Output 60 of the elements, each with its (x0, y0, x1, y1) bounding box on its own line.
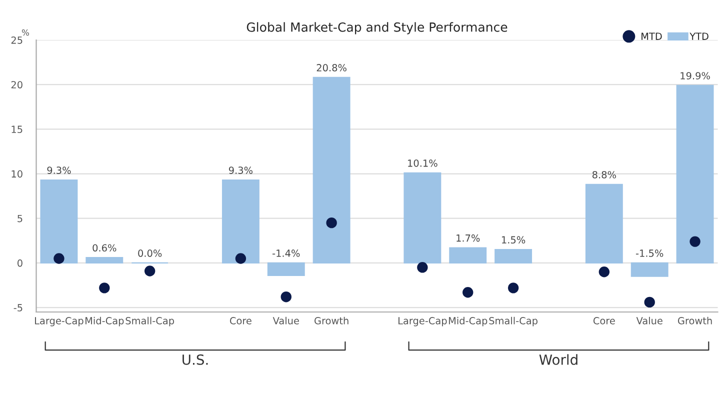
x-tick-label: Small-Cap (126, 316, 174, 326)
bar (449, 247, 487, 264)
point (54, 253, 64, 264)
data-label: 19.9% (680, 72, 710, 80)
data-label: 9.3% (47, 166, 71, 174)
data-label: 1.7% (456, 234, 480, 242)
point (144, 266, 156, 276)
x-tick-label: Core (230, 317, 252, 324)
data-label: -1.4% (272, 250, 300, 257)
y-tick-label: 25 (11, 36, 22, 44)
y-tick-label: -5 (14, 304, 22, 312)
y-tick-label: 0 (18, 259, 22, 267)
legend-label: YTD (690, 32, 708, 40)
data-label: 9.3% (228, 166, 253, 174)
bar (86, 257, 124, 264)
point (508, 282, 519, 294)
x-tick-label: Growth (678, 316, 712, 324)
x-tick-label: Value (272, 316, 299, 324)
bar (267, 262, 305, 276)
bar (222, 179, 260, 264)
x-tick-label: Small-Cap (489, 316, 538, 326)
data-label: 10.1% (408, 159, 438, 167)
text: World (539, 354, 578, 365)
point (690, 236, 700, 247)
bar (40, 179, 78, 264)
y-tick-label: 20 (11, 81, 22, 88)
x-tick-label: Large-Cap (35, 317, 84, 326)
y-tick-label: 10 (12, 170, 22, 178)
chart-title: Global Market-Cap and Style Performance (246, 22, 508, 34)
bar (312, 76, 350, 264)
data-label: 8.8% (592, 171, 616, 178)
data-label: -1.5% (636, 250, 664, 257)
legend-label: MTD (642, 32, 662, 40)
y-tick-label: 15 (12, 126, 22, 134)
bar (404, 172, 442, 264)
x-tick-label: Core (593, 317, 615, 324)
y-tick-label: 5 (18, 214, 22, 222)
point (99, 282, 110, 294)
x-tick-label: Mid-Cap (448, 316, 488, 326)
bar (585, 184, 623, 264)
bar (630, 262, 668, 277)
data-label: 1.5% (502, 236, 526, 244)
point (462, 287, 474, 298)
point (326, 217, 337, 228)
x-tick-label: Value (636, 316, 662, 324)
y-axis-title: % (22, 29, 29, 36)
x-tick-label: Growth (314, 316, 348, 324)
point (598, 266, 610, 278)
point (235, 253, 246, 264)
data-label: 20.8% (316, 64, 346, 72)
x-tick-label: Large-Cap (398, 317, 447, 326)
text: U.S. (182, 354, 208, 365)
bar (494, 249, 532, 264)
point (644, 296, 655, 308)
point (280, 291, 292, 302)
data-label: 0.6% (92, 244, 116, 252)
data-label: 0.0% (138, 250, 162, 257)
x-tick-label: Mid-Cap (86, 316, 124, 326)
point (417, 262, 428, 273)
bar (676, 84, 714, 264)
